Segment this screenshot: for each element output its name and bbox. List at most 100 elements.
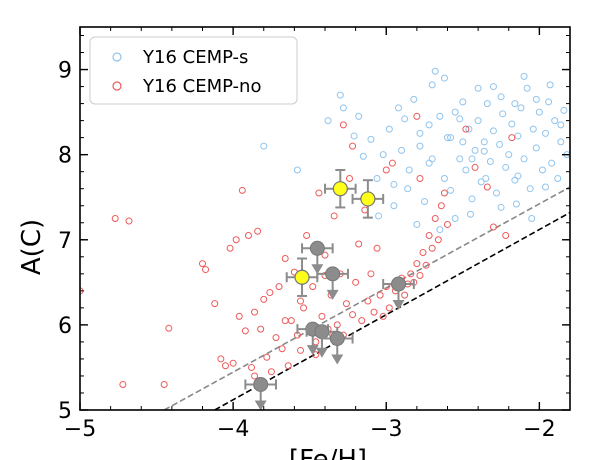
- cemp-s-point: [421, 197, 429, 205]
- cemp-no-point: [428, 244, 436, 252]
- cemp-s-point: [529, 125, 537, 133]
- cemp-no-point: [160, 380, 168, 388]
- y-tick-label: 6: [58, 314, 72, 339]
- cemp-no-point: [413, 112, 421, 120]
- cemp-s-point: [546, 81, 554, 89]
- cemp-s-point: [545, 98, 553, 106]
- cemp-s-point: [404, 185, 412, 193]
- cemp-s-point: [482, 174, 490, 182]
- cemp-s-point: [466, 210, 474, 218]
- cemp-no-point: [260, 295, 268, 303]
- cemp-no-point: [342, 300, 350, 308]
- cemp-no-point: [287, 317, 295, 325]
- cemp-no-point: [244, 232, 252, 240]
- cemp-no-point: [263, 353, 271, 361]
- x-axis-label: [Fe/H]: [289, 445, 367, 460]
- cemp-no-point: [226, 244, 234, 252]
- cemp-no-point: [318, 312, 326, 320]
- cemp-no-point: [416, 174, 424, 182]
- cemp-no-point: [462, 125, 470, 133]
- cemp-no-point: [241, 327, 249, 335]
- cemp-s-point: [497, 203, 505, 211]
- cemp-no-point: [111, 215, 119, 222]
- cemp-no-point: [349, 311, 357, 319]
- cemp-s-point: [542, 129, 549, 137]
- cemp-s-point: [474, 84, 482, 92]
- cemp-no-point: [382, 166, 390, 174]
- cemp-no-point: [165, 324, 173, 332]
- cemp-no-point: [339, 121, 347, 129]
- cemp-s-point: [493, 189, 500, 197]
- cemp-s-point: [413, 220, 421, 228]
- legend-label-cemp-no: Y16 CEMP-no: [142, 76, 261, 97]
- cemp-no-point: [125, 217, 133, 225]
- cemp-s-point: [459, 138, 467, 146]
- cemp-no-point: [364, 297, 372, 305]
- cemp-no-point: [303, 232, 311, 240]
- legend-marker-cemp-no: [112, 81, 122, 91]
- cemp-s-point: [548, 159, 556, 167]
- cemp-s-point: [456, 115, 464, 123]
- cemp-s-point: [542, 183, 549, 191]
- axis-ticks: −5 −4 −3 −2 5 6 7 8 9: [58, 27, 571, 442]
- cemp-s-point: [511, 176, 519, 184]
- cemp-no-point: [284, 362, 292, 370]
- cemp-no-point: [217, 355, 225, 363]
- cemp-s-point: [557, 138, 565, 146]
- cemp-no-point: [416, 272, 424, 280]
- cemp-no-point: [315, 189, 323, 197]
- cemp-s-point: [462, 166, 470, 174]
- x-tick-label: −5: [64, 417, 96, 442]
- cemp-s-point: [520, 72, 528, 80]
- cemp-s-point: [468, 155, 476, 163]
- cemp-no-point: [358, 317, 366, 325]
- cemp-s-point: [260, 142, 268, 150]
- cemp-s-point: [428, 81, 436, 89]
- cemp-s-point: [514, 172, 522, 180]
- cemp-no-point: [370, 308, 378, 316]
- upper-limit-arrowhead: [331, 354, 344, 365]
- y-axis-label: A(C): [17, 219, 47, 275]
- cemp-no-point: [254, 227, 262, 235]
- x-tick-label: −4: [217, 417, 249, 442]
- cemp-no-point: [232, 236, 240, 244]
- y-tick-label: 8: [58, 144, 72, 169]
- cemp-s-point: [367, 135, 375, 143]
- cemp-s-point: [471, 146, 479, 154]
- cemp-no-point: [471, 163, 479, 171]
- upper-limit-point: [309, 240, 325, 256]
- cemp-s-point: [502, 163, 510, 171]
- cemp-no-point: [251, 372, 259, 380]
- y-tick-label: 5: [58, 399, 72, 424]
- cemp-s-point: [447, 186, 455, 194]
- highlight-points: [244, 168, 415, 411]
- cemp-s-point: [538, 166, 546, 174]
- cemp-no-point: [281, 317, 289, 325]
- cemp-no-point: [248, 363, 255, 371]
- legend: Y16 CEMP-s Y16 CEMP-no: [89, 36, 298, 105]
- cemp-no-point: [346, 174, 353, 182]
- cemp-s-point: [526, 185, 534, 193]
- cemp-s-point: [447, 134, 455, 142]
- cemp-no-point: [297, 346, 304, 354]
- cemp-s-point: [483, 100, 491, 108]
- cemp-s-point: [436, 112, 444, 120]
- cemp-s-point: [336, 91, 344, 99]
- cemp-no-point: [444, 220, 451, 228]
- upper-limit-arrowhead: [306, 345, 319, 356]
- upper-limit-arrowhead: [315, 347, 328, 358]
- cemp-s-point: [416, 129, 424, 137]
- cemp-no-point: [379, 312, 387, 320]
- cemp-s-point: [528, 215, 536, 222]
- cemp-no-point: [211, 300, 219, 308]
- cemp-no-point: [251, 308, 259, 316]
- cemp-no-point: [431, 215, 439, 222]
- cemp-s-point: [557, 121, 565, 129]
- cemp-no-point: [376, 291, 384, 299]
- measurement-point: [332, 181, 348, 197]
- cemp-no-point: [352, 278, 360, 286]
- cemp-no-point: [278, 345, 286, 353]
- cemp-s-point: [480, 138, 488, 146]
- cemp-s-point: [497, 93, 505, 101]
- cemp-s-point: [428, 155, 436, 163]
